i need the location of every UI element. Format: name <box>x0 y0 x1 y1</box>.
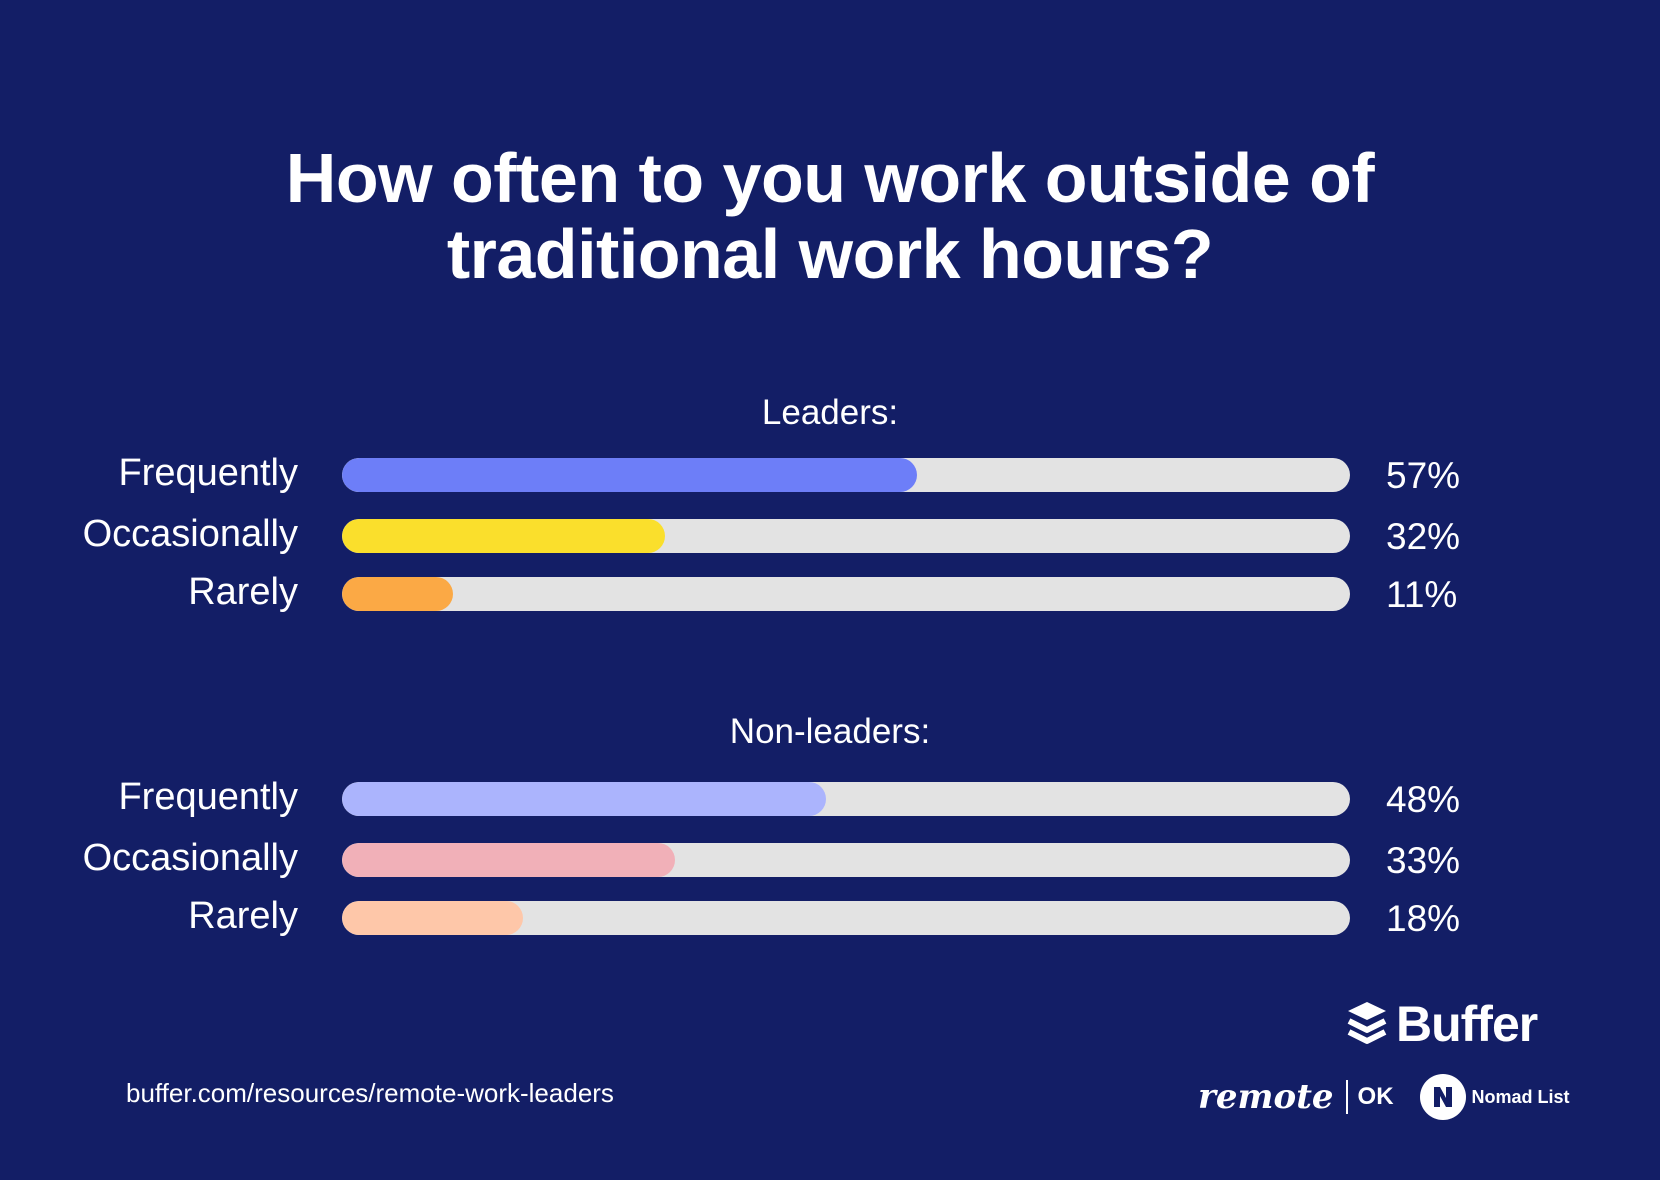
source-url: buffer.com/resources/remote-work-leaders <box>126 1078 614 1108</box>
bar-row: Occasionally 33% <box>0 837 1660 881</box>
bar-value-label: 57% <box>1386 455 1461 496</box>
bar-label: Rarely <box>188 571 298 613</box>
group-title-leaders: Leaders: <box>761 393 899 432</box>
bar-value-label: 32% <box>1386 516 1461 557</box>
bar-row: Occasionally 32% <box>0 513 1660 557</box>
bar-label: Frequently <box>118 452 298 494</box>
bar-fill <box>342 458 917 492</box>
bar-track <box>342 782 1350 816</box>
partner-divider <box>1345 1080 1348 1114</box>
remote-ok-logo-text: remote <box>1198 1077 1334 1117</box>
chart-title: How often to you work outside of traditi… <box>0 140 1660 292</box>
nomad-list-name: Nomad List <box>1471 1086 1570 1107</box>
bar-row: Rarely 11% <box>0 571 1660 615</box>
bar-label: Occasionally <box>82 837 298 879</box>
bar-value-label: 33% <box>1386 840 1461 881</box>
bar-fill <box>342 577 453 611</box>
bar-fill <box>342 782 826 816</box>
bar-row: Frequently 48% <box>0 776 1660 820</box>
bar-track <box>342 901 1350 935</box>
bar-fill <box>342 519 665 553</box>
nomad-list-logo: Nomad List <box>1419 1074 1570 1120</box>
bar-value-label: 11% <box>1386 574 1458 615</box>
remote-ok-ok-text: OK <box>1357 1083 1394 1110</box>
bar-track <box>342 519 1350 553</box>
group-title-non-leaders: Non-leaders: <box>729 712 931 751</box>
chart-title-line-2: traditional work hours? <box>446 215 1214 293</box>
bar-track <box>342 577 1350 611</box>
buffer-logo: Buffer <box>1346 995 1538 1053</box>
bar-label: Occasionally <box>82 513 298 555</box>
bar-fill <box>342 843 675 877</box>
bar-value-label: 18% <box>1386 898 1461 939</box>
chart-title-line-1: How often to you work outside of <box>285 139 1375 217</box>
bar-row: Frequently 57% <box>0 452 1660 496</box>
bar-fill <box>342 901 524 935</box>
nomad-list-logo-icon <box>1419 1074 1466 1120</box>
bar-label: Rarely <box>188 895 298 937</box>
buffer-stack-icon <box>1347 1002 1387 1044</box>
bar-track <box>342 843 1350 877</box>
buffer-brand-name: Buffer <box>1396 996 1538 1052</box>
bar-row: Rarely 18% <box>0 895 1660 939</box>
partner-logos: remote OK Nomad List <box>1198 1074 1570 1120</box>
bar-track <box>342 458 1350 492</box>
bar-value-label: 48% <box>1386 779 1461 820</box>
bar-label: Frequently <box>118 776 298 818</box>
